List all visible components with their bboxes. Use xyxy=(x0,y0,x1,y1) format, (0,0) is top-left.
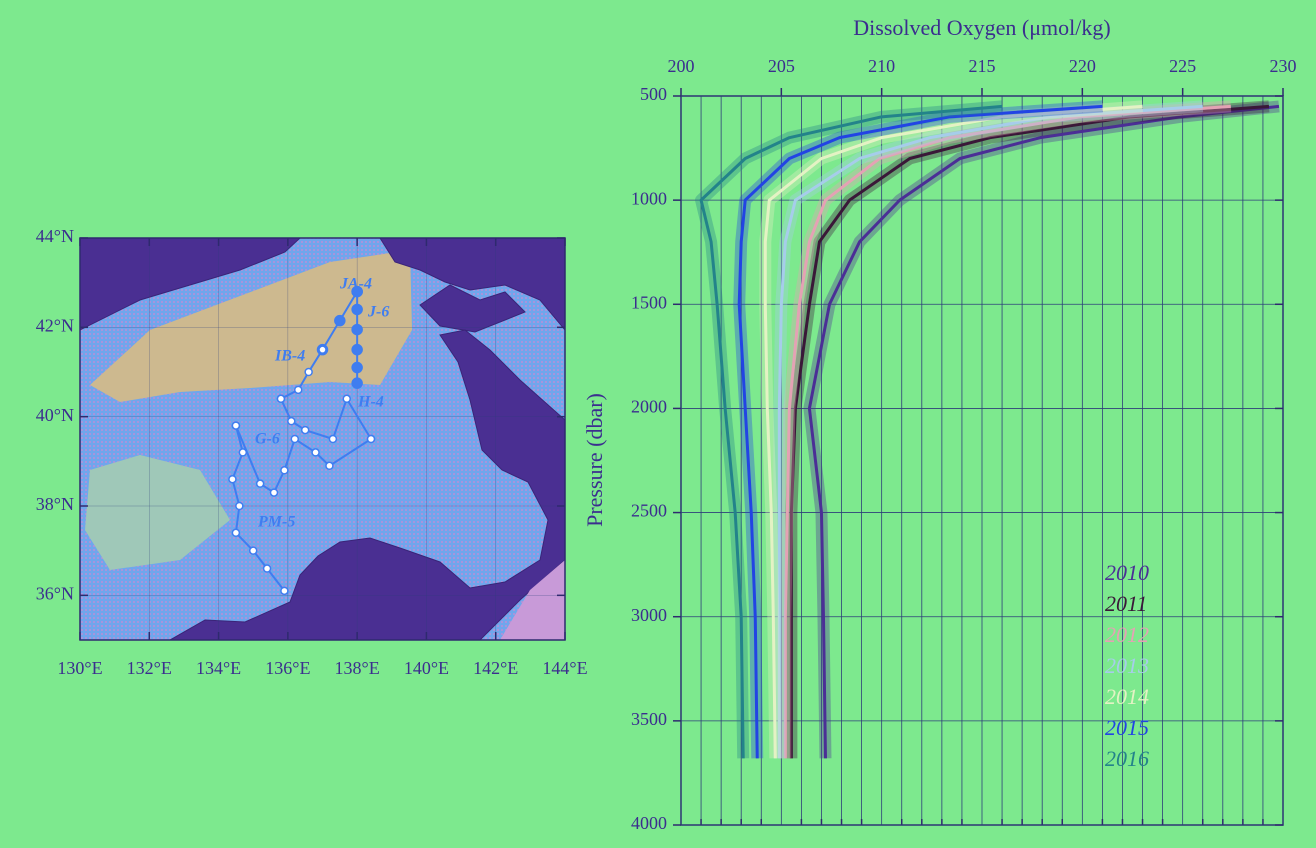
series-band xyxy=(809,106,1279,758)
station xyxy=(250,547,257,554)
station xyxy=(264,565,271,572)
station xyxy=(236,503,243,510)
station xyxy=(352,345,362,355)
y-tick-label: 2500 xyxy=(631,501,667,521)
legend-entry: 2010 xyxy=(1105,560,1149,585)
legend-entry: 2011 xyxy=(1105,591,1147,616)
figure: Dissolved Oxygen (μmol/kg) Pressure (dba… xyxy=(0,0,1316,843)
x-tick-label: 140°E xyxy=(404,658,449,678)
legend-entry: 2014 xyxy=(1105,684,1149,709)
station xyxy=(329,436,336,443)
station-label: IB-4 xyxy=(274,348,305,365)
y-tick-label: 3500 xyxy=(631,709,667,729)
y-tick-label: 36°N xyxy=(36,583,74,603)
station xyxy=(319,346,326,353)
y-tick-label: 38°N xyxy=(36,494,74,514)
chart-title: Dissolved Oxygen (μmol/kg) xyxy=(853,15,1110,40)
station xyxy=(352,363,362,373)
station xyxy=(335,316,345,326)
station xyxy=(368,436,375,443)
station xyxy=(232,422,239,429)
x-tick-label: 220 xyxy=(1069,56,1096,76)
x-tick-label: 200 xyxy=(668,56,695,76)
x-tick-label: 138°E xyxy=(335,658,380,678)
station-label: J-6 xyxy=(367,304,389,321)
y-tick-label: 3000 xyxy=(631,605,667,625)
x-tick-label: 136°E xyxy=(265,658,310,678)
x-tick-label: 215 xyxy=(969,56,996,76)
station-label: PM-5 xyxy=(257,514,295,531)
station xyxy=(257,480,264,487)
y-tick-label: 1000 xyxy=(631,188,667,208)
x-tick-label: 142°E xyxy=(473,658,518,678)
y-tick-label: 1500 xyxy=(631,292,667,312)
x-tick-label: 134°E xyxy=(196,658,241,678)
station xyxy=(281,587,288,594)
x-tick-label: 225 xyxy=(1169,56,1196,76)
station-label: JA-4 xyxy=(339,276,372,293)
x-tick-label: 132°E xyxy=(127,658,172,678)
legend-entry: 2016 xyxy=(1105,746,1149,771)
x-tick-label: 205 xyxy=(768,56,795,76)
station xyxy=(291,436,298,443)
station xyxy=(352,304,362,314)
station xyxy=(288,418,295,425)
station-label: H-4 xyxy=(357,394,384,411)
x-tick-label: 210 xyxy=(868,56,895,76)
station xyxy=(305,369,312,376)
legend-entry: 2013 xyxy=(1105,653,1149,678)
y-tick-label: 40°N xyxy=(36,405,74,425)
legend-entry: 2015 xyxy=(1105,715,1149,740)
y-axis-label: Pressure (dbar) xyxy=(582,393,607,527)
series-line xyxy=(791,106,1269,758)
station xyxy=(312,449,319,456)
page: { "map": { "xlim": [130, 144], "ylim": [… xyxy=(0,0,1316,843)
station xyxy=(232,529,239,536)
y-tick-label: 42°N xyxy=(36,315,74,335)
series-line xyxy=(809,106,1279,758)
x-tick-label: 230 xyxy=(1270,56,1297,76)
y-tick-label: 4000 xyxy=(631,813,667,833)
y-tick-label: 44°N xyxy=(36,226,74,246)
legend-entry: 2012 xyxy=(1105,622,1149,647)
station xyxy=(302,427,309,434)
station xyxy=(352,378,362,388)
map xyxy=(80,238,565,640)
station xyxy=(326,462,333,469)
station xyxy=(343,395,350,402)
station xyxy=(277,395,284,402)
station xyxy=(295,386,302,393)
station xyxy=(229,476,236,483)
station xyxy=(352,325,362,335)
series-band xyxy=(791,106,1269,758)
x-tick-label: 144°E xyxy=(542,658,587,678)
station xyxy=(281,467,288,474)
station xyxy=(271,489,278,496)
station-label: G-6 xyxy=(255,431,280,448)
x-tick-label: 130°E xyxy=(57,658,102,678)
y-tick-label: 2000 xyxy=(631,397,667,417)
y-tick-label: 500 xyxy=(640,84,667,104)
